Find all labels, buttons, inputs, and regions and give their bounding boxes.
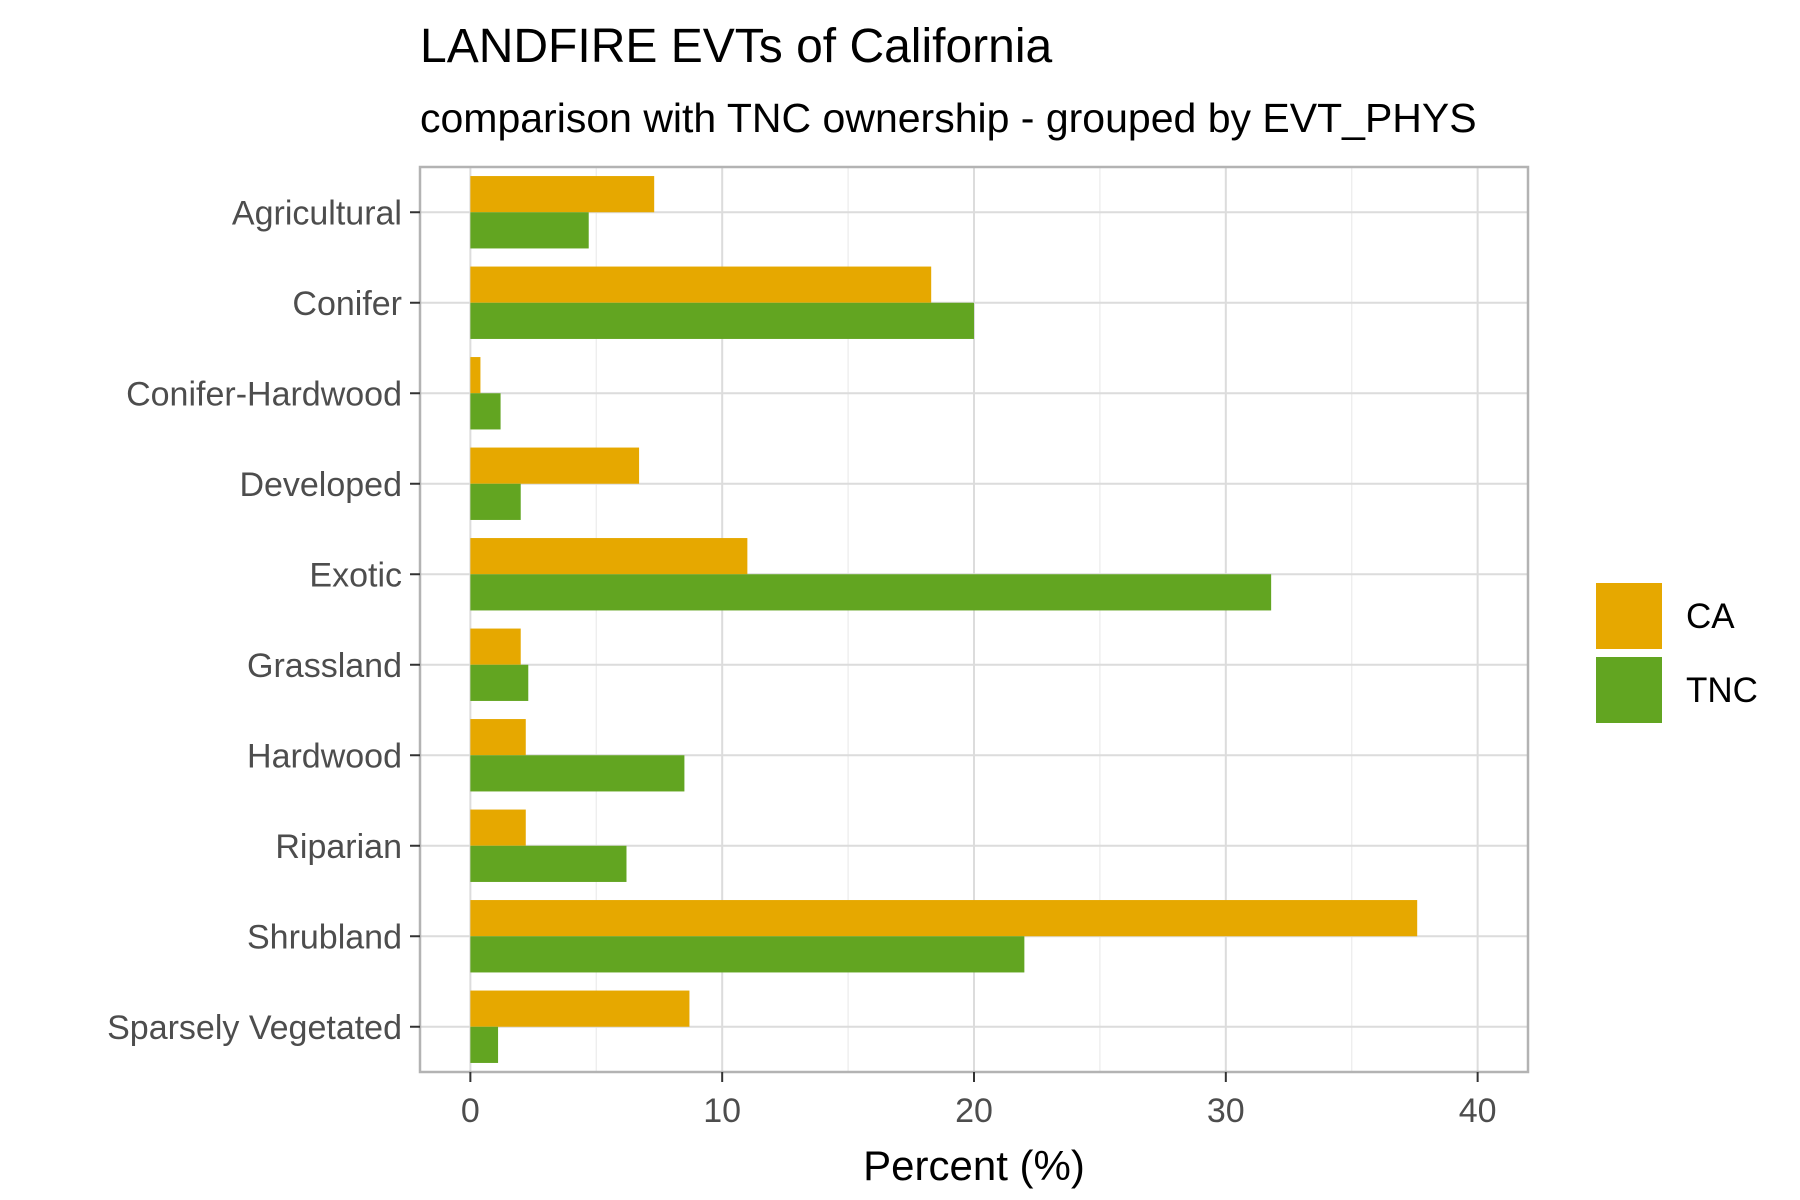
bar-tnc-shrubland [470,936,1025,973]
legend-label-ca: CA [1686,597,1735,636]
legend-key-ca [1596,583,1662,649]
y-tick-label: Hardwood [247,737,402,775]
bar-ca-conifer-hardwood [470,357,481,394]
bar-tnc-grassland [470,664,529,701]
legend-key-tnc [1596,657,1662,723]
bar-ca-conifer [470,266,932,303]
bar-tnc-agricultural [470,212,589,249]
legend: CA TNC [1596,583,1758,723]
x-axis-title: Percent (%) [863,1142,1085,1189]
bar-ca-agricultural [470,176,655,213]
y-tick-label: Developed [239,466,402,504]
bar-tnc-hardwood [470,755,685,792]
y-tick-label: Agricultural [232,194,402,232]
x-tick-label: 10 [703,1092,741,1130]
bar-tnc-conifer-hardwood [470,393,501,430]
x-axis: 0 10 20 30 40 [461,1072,1497,1130]
y-tick-label: Riparian [275,828,402,866]
bar-ca-developed [470,447,640,484]
y-tick-label: Conifer [292,285,402,323]
x-tick-label: 0 [461,1092,480,1130]
bar-ca-exotic [470,538,748,575]
x-tick-label: 40 [1459,1092,1497,1130]
x-tick-label: 20 [955,1092,993,1130]
y-axis: Agricultural Conifer Conifer-Hardwood Devel… [107,194,420,1047]
bar-tnc-exotic [470,574,1272,611]
bars [470,176,1418,1063]
bar-ca-sparsely-vegetated [470,990,690,1027]
chart-title: LANDFIRE EVTs of California [420,20,1053,73]
bar-ca-grassland [470,628,521,665]
bar-tnc-developed [470,483,521,520]
bar-tnc-conifer [470,302,974,339]
y-tick-label: Grassland [247,647,402,685]
bar-ca-hardwood [470,719,526,756]
bar-ca-riparian [470,809,526,846]
y-tick-label: Shrubland [247,918,402,956]
y-tick-label: Sparsely Vegetated [107,1009,402,1047]
bar-ca-shrubland [470,900,1418,937]
bar-tnc-riparian [470,845,627,882]
bar-tnc-sparsely-vegetated [470,1026,499,1063]
y-tick-label: Conifer-Hardwood [126,375,402,413]
x-tick-label: 30 [1207,1092,1245,1130]
legend-label-tnc: TNC [1686,671,1758,710]
y-tick-label: Exotic [309,556,402,594]
chart-subtitle: comparison with TNC ownership - grouped … [420,95,1477,141]
